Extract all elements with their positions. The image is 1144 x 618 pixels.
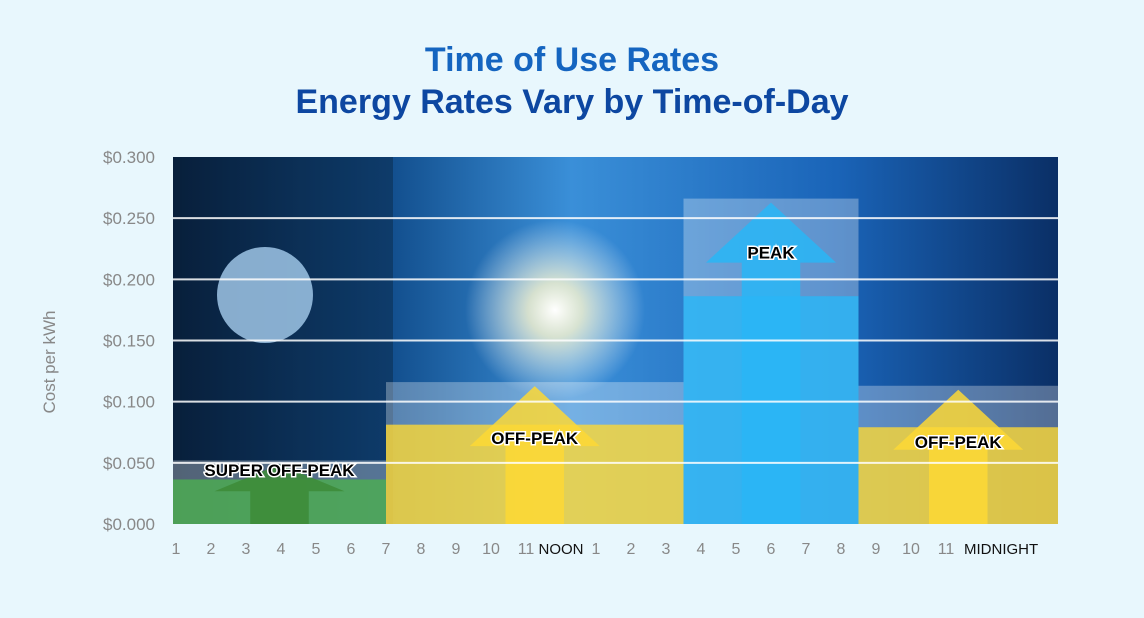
x-tick-label: 1 [172,541,181,558]
moon-icon [217,247,313,343]
y-tick-label: $0.050 [103,454,155,473]
x-tick-label: 2 [207,541,216,558]
x-tick-label: 6 [767,541,776,558]
arrow-up-icon [469,386,600,524]
x-tick-label: 5 [732,541,741,558]
x-tick-label: 11 [518,541,535,558]
chart-subtitle: Energy Rates Vary by Time-of-Day [295,83,849,121]
period-label: PEAK [747,244,795,263]
y-tick-label: $0.150 [103,332,155,351]
arrow-up-icon [214,464,345,524]
arrow-up-icon [706,202,836,525]
x-tick-label: 7 [382,541,391,558]
x-tick-label: 3 [662,541,671,558]
period-label: OFF-PEAK [491,429,579,448]
x-tick-label: 4 [697,541,706,558]
y-tick-label: $0.100 [103,393,155,412]
x-tick-label: 10 [902,541,920,558]
x-tick-label: 11 [938,541,955,558]
x-tick-label: 5 [312,541,321,558]
y-tick-label: $0.250 [103,209,155,228]
x-tick-label: 2 [627,541,636,558]
x-tick-label: 8 [417,541,426,558]
period-label: OFF-PEAK [915,433,1003,452]
x-tick-label: 7 [802,541,811,558]
y-tick-label: $0.000 [103,515,155,534]
x-tick-label: 9 [872,541,881,558]
x-tick-label: 4 [277,541,286,558]
x-tick-label: 10 [482,541,500,558]
x-tick-label: 1 [592,541,601,558]
arrow-up-icon [893,389,1024,524]
x-tick-label: NOON [539,541,584,558]
sun-icon [465,220,645,400]
chart-title: Time of Use Rates [424,41,720,79]
y-tick-label: $0.300 [103,148,155,167]
x-tick-label: MIDNIGHT [964,541,1038,558]
x-tick-label: 3 [242,541,251,558]
period-label: SUPER OFF-PEAK [204,461,355,480]
x-tick-label: 8 [837,541,846,558]
x-tick-label: 6 [347,541,356,558]
y-tick-label: $0.200 [103,270,155,289]
x-tick-label: 9 [452,541,461,558]
